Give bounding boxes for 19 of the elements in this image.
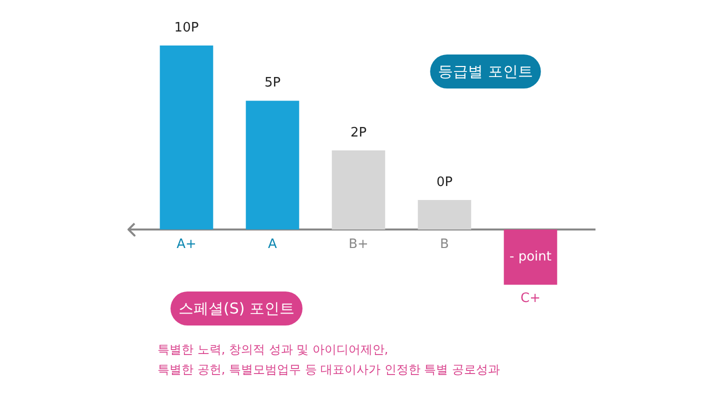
x-tick-label: B+	[348, 237, 368, 252]
bar	[504, 230, 558, 285]
text: 특별한 노력, 창의적 성과 및 아이디어제안,	[158, 342, 388, 356]
annotation: - point	[510, 250, 552, 265]
bar	[246, 100, 300, 230]
text: 특별한 공헌, 특별모범업무 등 대표이사가 인정한 특별 공로성과	[158, 362, 500, 376]
text: 스페셜(S) 포인트	[178, 300, 295, 318]
x-tick-label: A	[268, 237, 278, 252]
annotation: 10P	[174, 20, 199, 36]
annotation: 2P	[350, 125, 367, 140]
bar	[332, 150, 386, 230]
x-tick-label: B	[440, 237, 449, 252]
bar	[160, 46, 214, 230]
text: 등급별 포인트	[438, 62, 533, 80]
annotation: 0P	[436, 175, 453, 190]
x-tick-label: C+	[520, 291, 540, 306]
bar	[418, 200, 472, 230]
annotation: 5P	[264, 76, 281, 91]
x-tick-label: A+	[176, 237, 196, 252]
